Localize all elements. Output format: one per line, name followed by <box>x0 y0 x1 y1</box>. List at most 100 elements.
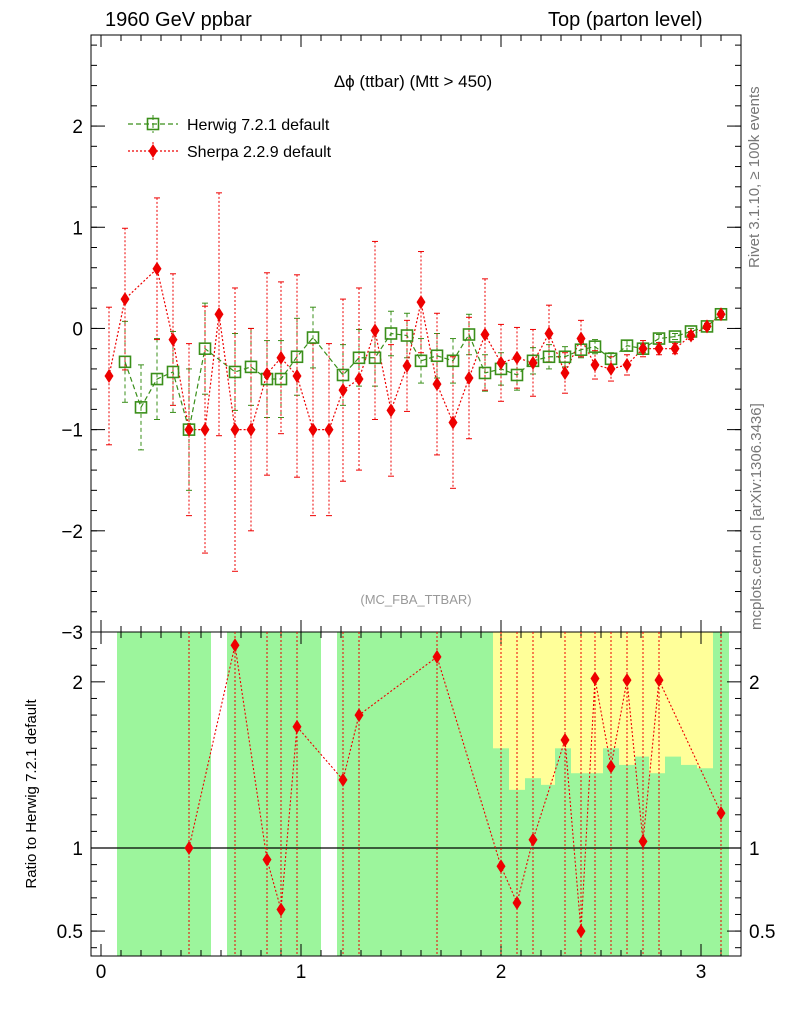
sherpa-point <box>308 422 318 437</box>
sherpa-point <box>654 341 664 356</box>
band-green <box>197 632 211 956</box>
sherpa-point <box>416 295 426 310</box>
band-green <box>665 756 681 956</box>
sherpa-ratio-point <box>528 832 538 847</box>
sherpa-point <box>686 328 696 343</box>
band-green <box>353 632 367 956</box>
herwig-point <box>352 351 366 365</box>
legend-label: Herwig 7.2.1 default <box>187 117 330 134</box>
herwig-point <box>306 331 320 344</box>
band-green <box>415 632 431 956</box>
y-tick-label-right: 0.5 <box>749 922 775 943</box>
sherpa-point <box>184 422 194 437</box>
band-green <box>291 632 305 956</box>
sherpa-point <box>200 422 210 437</box>
sherpa-point <box>230 422 240 437</box>
herwig-point <box>228 365 242 379</box>
y-tick-label-right: 1 <box>749 839 760 860</box>
herwig-point <box>134 401 148 414</box>
sherpa-ratio-point <box>432 649 442 664</box>
band-green <box>383 632 399 956</box>
plot-title: Δϕ (ttbar) (Mtt > 450) <box>334 72 492 91</box>
main-plot-frame: −3 −2 −1 0 1 2 <box>61 34 742 644</box>
herwig-point <box>588 340 602 353</box>
sherpa-ratio-point <box>622 673 632 688</box>
sherpa-ratio-point <box>338 772 348 787</box>
herwig-point <box>430 349 444 363</box>
y-tick-label: 1 <box>72 218 83 239</box>
ratio-uncertainty-bands <box>117 632 729 956</box>
sherpa-point <box>168 332 178 347</box>
sherpa-point <box>402 358 412 373</box>
band-green <box>305 632 321 956</box>
herwig-line <box>124 313 722 430</box>
watermark: (MC_FBA_TTBAR) <box>360 592 471 607</box>
y-tick-label: 0 <box>72 319 83 340</box>
herwig-point <box>274 372 288 386</box>
herwig-point <box>542 350 556 364</box>
band-green <box>635 756 649 956</box>
sherpa-ratio-point <box>496 859 506 874</box>
band-green <box>275 632 291 956</box>
band-green <box>681 764 697 956</box>
sherpa-point <box>432 377 442 392</box>
legend-label: Sherpa 2.2.9 default <box>187 144 332 161</box>
sherpa-point <box>464 371 474 386</box>
herwig-point <box>478 366 492 380</box>
header-left: 1960 GeV ppbar <box>105 9 252 31</box>
band-green <box>431 632 447 956</box>
band-green <box>149 632 165 956</box>
sherpa-ratio-point <box>262 852 272 867</box>
band-green <box>461 632 477 956</box>
y-tick-label: 2 <box>72 673 83 694</box>
sherpa-point <box>152 261 162 276</box>
legend: Herwig 7.2.1 default Sherpa 2.2.9 default <box>128 115 332 161</box>
sherpa-ratio-point <box>512 895 522 910</box>
band-green <box>571 773 587 956</box>
band-green <box>697 768 713 956</box>
sherpa-point <box>638 341 648 356</box>
x-tick-label: 2 <box>496 962 507 983</box>
sherpa-point <box>606 361 616 376</box>
sherpa-point <box>104 368 114 383</box>
sherpa-point <box>590 357 600 372</box>
herwig-point <box>368 351 382 365</box>
band-green <box>477 632 493 956</box>
y-tick-label: 2 <box>72 117 83 138</box>
band-green <box>649 773 665 956</box>
herwig-point <box>166 365 180 379</box>
sherpa-point <box>246 422 256 437</box>
sherpa-ratio-point <box>230 638 240 653</box>
sherpa-ratio-point <box>292 719 302 734</box>
sherpa-ratio-point <box>560 733 570 747</box>
sherpa-ratio-point <box>654 673 664 688</box>
sherpa-point <box>528 355 538 370</box>
band-green <box>399 632 415 956</box>
ratio-ylabel: Ratio to Herwig 7.2.1 default <box>23 699 40 889</box>
band-green <box>367 632 383 956</box>
band-green <box>243 632 259 956</box>
band-green <box>337 632 353 956</box>
sherpa-ratio-point <box>184 841 194 855</box>
sherpa-ratio-point <box>276 902 286 917</box>
sherpa-point <box>292 368 302 383</box>
sherpa-point <box>544 326 554 341</box>
herwig-point <box>198 342 212 355</box>
band-green <box>165 632 181 956</box>
herwig-point <box>510 368 524 382</box>
sherpa-point <box>576 331 586 346</box>
herwig-point <box>414 354 428 368</box>
y-tick-label: −2 <box>61 522 83 543</box>
band-green <box>525 778 541 956</box>
sherpa-point <box>622 357 632 372</box>
plot-frame <box>90 631 742 957</box>
ratio-plot-data <box>184 632 726 956</box>
sherpa-point <box>702 319 712 334</box>
sherpa-ratio-point <box>576 924 586 939</box>
herwig-point <box>150 372 164 386</box>
sherpa-point <box>354 372 364 387</box>
herwig-point <box>620 339 634 352</box>
band-green <box>541 784 555 956</box>
y-tick-label: −1 <box>61 421 83 442</box>
